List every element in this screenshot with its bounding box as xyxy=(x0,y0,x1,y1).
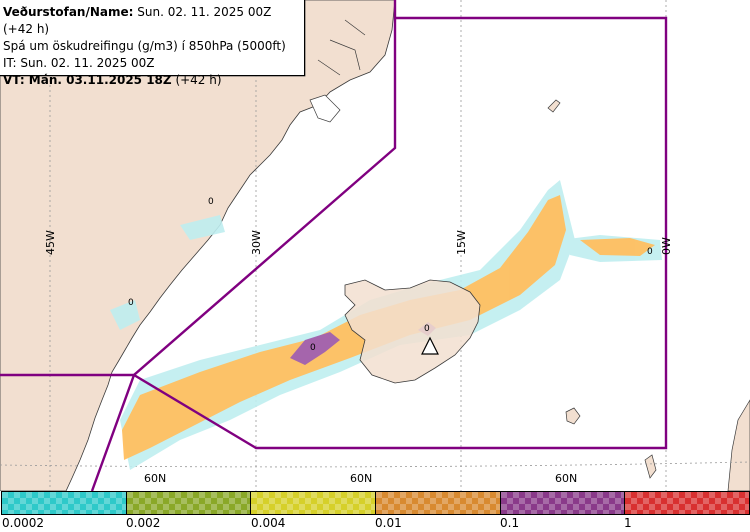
legend-swatch xyxy=(1,491,127,515)
map-canvas[interactable]: 45W 30W 15W 0W 60N 60N 60N 0 0 0 0 0 xyxy=(0,0,750,491)
issue-time-line: IT: Sun. 02. 11. 2025 00Z xyxy=(3,56,155,70)
lon-label: 0W xyxy=(660,237,673,255)
greenland-fjord xyxy=(309,94,341,123)
concentration-legend: 0.0002 0.002 0.004 0.01 0.1 1 xyxy=(0,491,750,532)
greenland-fjord xyxy=(317,19,366,76)
legend-tick: 0.01 xyxy=(375,516,402,530)
legend-swatch xyxy=(499,491,626,515)
issuer-line: Veðurstofan/Name: Sun. 02. 11. 2025 00Z … xyxy=(3,5,272,36)
legend-swatch xyxy=(250,491,377,515)
legend-tick: 0.002 xyxy=(126,516,161,530)
faroe-islands xyxy=(565,407,581,425)
contour-label: 0 xyxy=(647,247,653,257)
lat-label: 60N xyxy=(555,472,577,485)
iceland-landmass xyxy=(344,279,481,384)
legend-color-bar xyxy=(1,491,750,515)
forecast-info-box: Veðurstofan/Name: Sun. 02. 11. 2025 00Z … xyxy=(0,0,305,87)
lon-label: 15W xyxy=(455,230,468,255)
valid-time-line: VT: Mán. 03.11.2025 18Z (+42 h) xyxy=(3,73,222,87)
contour-label: 0 xyxy=(128,298,134,308)
product-line: Spá um öskudreifingu (g/m3) í 850hPa (50… xyxy=(3,39,286,53)
legend-tick: 0.1 xyxy=(500,516,520,530)
legend-tick: 0.0002 xyxy=(2,516,44,530)
lat-label: 60N xyxy=(144,472,166,485)
legend-swatch xyxy=(624,491,750,515)
legend-swatch xyxy=(125,491,252,515)
contour-label: 0 xyxy=(310,343,316,353)
lat-label: 60N xyxy=(350,472,372,485)
shetland-islands xyxy=(644,454,657,479)
contour-label: 0 xyxy=(208,197,214,207)
contour-label: 0 xyxy=(424,324,430,334)
jan-mayen-island xyxy=(547,99,561,113)
fir-boundary xyxy=(0,0,668,491)
lon-label: 45W xyxy=(44,230,57,255)
northern-europe-coast xyxy=(727,399,750,491)
triangle-icon xyxy=(421,336,439,355)
legend-tick: 1 xyxy=(624,516,632,530)
ash-plume-low xyxy=(122,195,655,460)
greenland-landmass xyxy=(0,0,396,491)
lon-label: 30W xyxy=(250,230,263,255)
legend-tick: 0.004 xyxy=(251,516,286,530)
legend-swatch xyxy=(375,491,501,515)
